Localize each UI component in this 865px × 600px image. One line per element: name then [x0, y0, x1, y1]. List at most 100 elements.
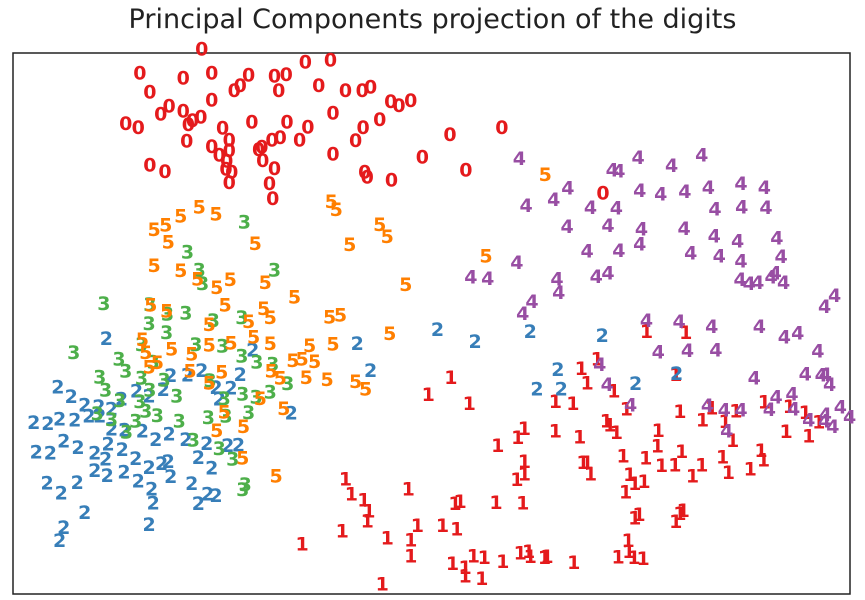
- point-digit-2: 2: [364, 360, 377, 382]
- point-digit-2: 2: [129, 448, 142, 470]
- point-digit-5: 5: [191, 268, 204, 290]
- point-digit-0: 0: [182, 114, 195, 136]
- point-digit-3: 3: [213, 438, 226, 460]
- point-digit-4: 4: [550, 268, 563, 290]
- point-digit-1: 1: [744, 458, 757, 480]
- point-digit-0: 0: [364, 77, 377, 99]
- point-digit-2: 2: [101, 465, 114, 487]
- point-digit-1: 1: [686, 465, 699, 487]
- point-digit-5: 5: [147, 219, 160, 241]
- point-digit-2: 2: [145, 479, 158, 501]
- point-digit-1: 1: [453, 491, 466, 513]
- point-digit-1: 1: [518, 451, 531, 473]
- point-digit-5: 5: [308, 351, 321, 373]
- point-digit-3: 3: [129, 411, 142, 433]
- point-digit-0: 0: [158, 161, 171, 183]
- point-digit-1: 1: [619, 482, 632, 504]
- point-digit-0: 0: [312, 75, 325, 97]
- point-digit-2: 2: [155, 453, 168, 475]
- point-digit-3: 3: [112, 349, 125, 371]
- point-digit-5: 5: [147, 255, 160, 277]
- point-digit-3: 3: [91, 403, 104, 425]
- point-digit-2: 2: [101, 433, 114, 455]
- point-digit-5: 5: [209, 204, 222, 226]
- point-digit-1: 1: [511, 427, 524, 449]
- point-digit-1: 1: [673, 503, 686, 525]
- point-digit-4: 4: [547, 189, 560, 211]
- point-digit-4: 4: [713, 246, 726, 268]
- point-digit-2: 2: [130, 381, 143, 403]
- point-digit-1: 1: [675, 441, 688, 463]
- point-digit-0: 0: [361, 166, 374, 188]
- point-digit-5: 5: [203, 373, 216, 395]
- point-digit-1: 1: [603, 414, 616, 436]
- point-digit-4: 4: [764, 267, 777, 289]
- point-digit-4: 4: [612, 160, 625, 182]
- point-digit-4: 4: [834, 397, 847, 419]
- point-digit-5: 5: [320, 369, 333, 391]
- point-digit-3: 3: [143, 380, 156, 402]
- point-digit-0: 0: [280, 111, 293, 133]
- point-digit-5: 5: [323, 306, 336, 328]
- point-digit-5: 5: [144, 294, 157, 316]
- point-digit-2: 2: [117, 462, 130, 484]
- point-digit-2: 2: [596, 325, 609, 347]
- point-digit-5: 5: [203, 314, 216, 336]
- point-digit-1: 1: [404, 545, 417, 567]
- point-digit-4: 4: [758, 177, 771, 199]
- point-digit-1: 1: [475, 568, 488, 590]
- point-digit-5: 5: [274, 368, 287, 390]
- point-digit-3: 3: [189, 334, 202, 356]
- point-digit-4: 4: [593, 354, 606, 376]
- point-digit-0: 0: [225, 161, 238, 183]
- point-digit-2: 2: [27, 412, 40, 434]
- point-digit-3: 3: [135, 334, 148, 356]
- point-digit-2: 2: [78, 502, 91, 524]
- point-digit-1: 1: [580, 373, 593, 395]
- point-digit-0: 0: [495, 117, 508, 139]
- point-digit-4: 4: [652, 342, 665, 364]
- point-digit-1: 1: [458, 557, 471, 579]
- point-digit-4: 4: [695, 145, 708, 167]
- point-digit-0: 0: [234, 75, 247, 97]
- point-digit-4: 4: [684, 242, 697, 264]
- point-digit-1: 1: [754, 440, 767, 462]
- point-digit-5: 5: [249, 233, 262, 255]
- point-digit-4: 4: [701, 395, 714, 417]
- point-digit-4: 4: [753, 316, 766, 338]
- point-digit-2: 2: [185, 473, 198, 495]
- point-digit-2: 2: [40, 473, 53, 495]
- point-digit-1: 1: [518, 463, 531, 485]
- point-digit-2: 2: [192, 493, 205, 515]
- point-digit-4: 4: [777, 272, 790, 294]
- point-digit-1: 1: [478, 547, 491, 569]
- point-digit-0: 0: [373, 109, 386, 131]
- point-digit-3: 3: [133, 391, 146, 413]
- point-digit-1: 1: [799, 402, 812, 424]
- point-digit-2: 2: [629, 373, 642, 395]
- point-digit-5: 5: [330, 199, 343, 221]
- point-digit-4: 4: [677, 218, 690, 240]
- point-digit-1: 1: [295, 533, 308, 555]
- point-digit-2: 2: [65, 386, 78, 408]
- point-digit-4: 4: [826, 416, 839, 438]
- point-digit-1: 1: [673, 401, 686, 423]
- point-digit-4: 4: [561, 178, 574, 200]
- point-digit-4: 4: [743, 273, 756, 295]
- point-digit-4: 4: [519, 195, 532, 217]
- point-digit-3: 3: [113, 390, 126, 412]
- point-digit-0: 0: [326, 143, 339, 165]
- point-digit-5: 5: [264, 333, 277, 355]
- point-digit-0: 0: [195, 39, 208, 61]
- point-digit-2: 2: [200, 433, 213, 455]
- point-digit-1: 1: [496, 551, 509, 573]
- point-digit-0: 0: [385, 170, 398, 192]
- point-digit-3: 3: [135, 368, 148, 390]
- point-digit-0: 0: [274, 127, 287, 149]
- point-digit-1: 1: [651, 436, 664, 458]
- point-digit-1: 1: [436, 515, 449, 537]
- point-digit-4: 4: [678, 181, 691, 203]
- point-digit-1: 1: [463, 393, 476, 415]
- point-digit-1: 1: [448, 493, 461, 515]
- point-digit-4: 4: [580, 241, 593, 263]
